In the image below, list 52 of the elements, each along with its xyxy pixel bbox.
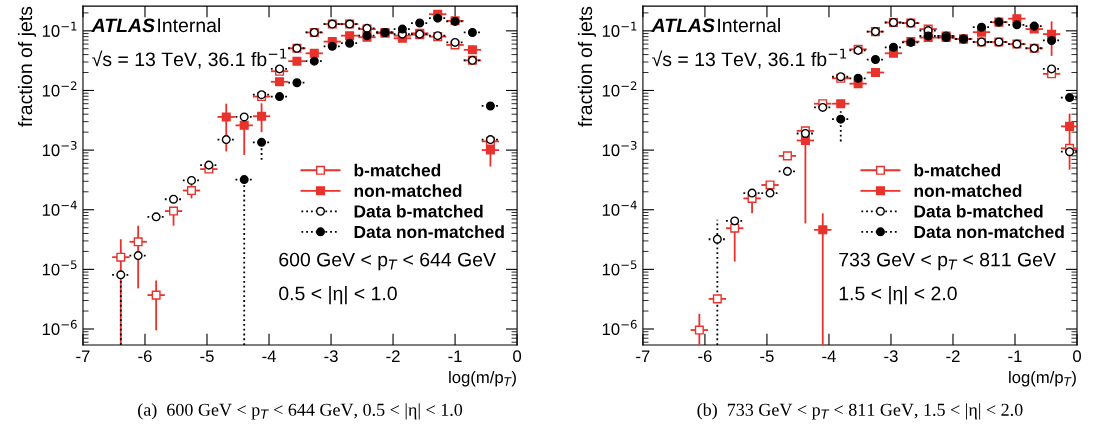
y-tick-label: 10$^{−4}$ [42, 200, 77, 216]
y-tick-label: 10$^{−5}$ [602, 260, 637, 276]
x-tick-label: -2 [386, 350, 400, 362]
annotation: √s = 13 TeV, 36.1 fb$^{−1}$ [652, 48, 847, 69]
legend-label: b-matched [914, 163, 1001, 177]
y-tick-label: 10$^{−4}$ [602, 200, 637, 216]
x-axis-title: log(m/p$_{T}$) [449, 370, 516, 387]
x-tick-label: -5 [200, 350, 214, 363]
annotation: √s = 13 TeV, 36.1 fb$^{−1}$ [92, 48, 287, 69]
legend-label: non-matched [914, 184, 1022, 198]
annotation: ATLAS [91, 18, 155, 33]
legend-label: Data b-matched [914, 204, 1043, 218]
annotation: 733 GeV < p$_{T}$ < 811 GeV [839, 252, 1056, 271]
x-tick-label: -1 [1008, 350, 1022, 362]
x-tick-label: -6 [698, 350, 712, 363]
x-tick-label: -5 [760, 350, 774, 363]
x-tick-label: -1 [448, 350, 462, 362]
legend-label: Data non-matched [354, 225, 504, 239]
y-tick-label: 10$^{−6}$ [602, 319, 637, 336]
x-tick-label: -2 [946, 350, 960, 362]
x-tick-label: -3 [884, 350, 898, 363]
legend-label: b-matched [354, 163, 441, 177]
x-tick-label: -7 [636, 350, 650, 362]
x-tick-label: 0 [1073, 350, 1081, 363]
y-tick-label: 10$^{−5}$ [42, 260, 77, 276]
x-tick-label: -4 [262, 350, 276, 362]
annotation: 0.5 < |η| < 1.0 [279, 286, 397, 305]
x-tick-label: -3 [324, 350, 338, 363]
y-tick-label: 10$^{−2}$ [602, 81, 637, 97]
y-axis-title: fraction of jets [577, 6, 596, 127]
y-axis-title: fraction of jets [17, 6, 37, 127]
annotation: Internal [158, 17, 220, 33]
legend-label: Data b-matched [354, 204, 483, 218]
legend-label: non-matched [354, 184, 462, 198]
annotation: ATLAS [651, 18, 715, 33]
text: (b) 733 GeV < p$_{T}$ < 811 GeV, 1.5 < |η| < 2.0 [697, 403, 1023, 420]
y-tick-label: 10$^{−3}$ [602, 140, 637, 157]
y-tick-label: 10$^{−2}$ [42, 81, 77, 97]
y-tick-label: 10$^{−1}$ [42, 21, 77, 37]
annotation: Internal [718, 17, 780, 33]
x-tick-label: -7 [76, 350, 90, 362]
x-tick-label: -4 [822, 350, 836, 362]
annotation: 1.5 < |η| < 2.0 [839, 286, 957, 305]
text: (a) 600 GeV < p$_{T}$ < 644 GeV, 0.5 < |η| < 1.0 [138, 403, 463, 420]
legend-label: Data non-matched [914, 225, 1064, 239]
x-tick-label: -6 [138, 350, 152, 363]
y-tick-label: 10$^{−6}$ [42, 319, 77, 336]
annotation: 600 GeV < p$_{T}$ < 644 GeV [279, 252, 496, 271]
y-tick-label: 10$^{−3}$ [42, 140, 77, 157]
y-tick-label: 10$^{−1}$ [602, 21, 637, 37]
x-tick-label: 0 [513, 350, 522, 363]
x-axis-title: log(m/p$_{T}$) [1009, 370, 1076, 387]
